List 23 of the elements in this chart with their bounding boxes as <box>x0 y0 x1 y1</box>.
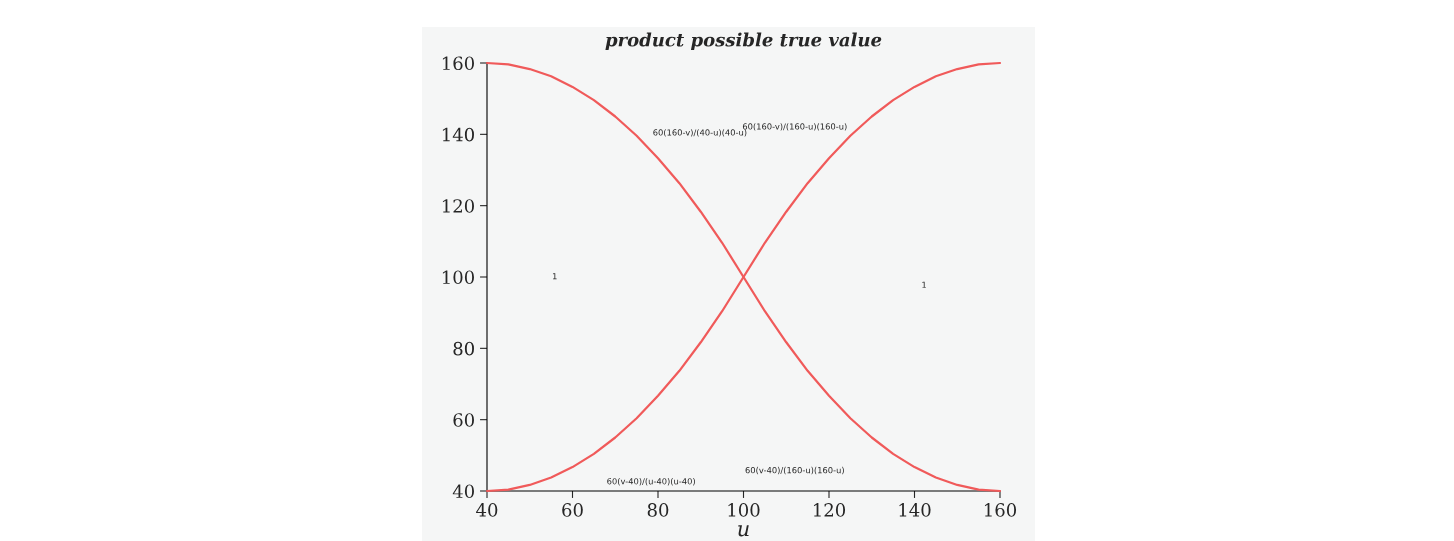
y-tick-label: 100 <box>442 270 474 285</box>
chart-title: product possible true value <box>605 32 882 51</box>
x-tick-label: 160 <box>984 503 1017 517</box>
x-tick-label: 40 <box>476 503 498 517</box>
annotation: 60(v-40)/(u-40)(u-40) <box>607 477 695 486</box>
y-tick-label: 160 <box>442 56 474 71</box>
annotation: 60(160-v)/(40-u)(40-u) <box>653 129 747 137</box>
x-tick-label: 100 <box>728 503 760 517</box>
x-tick-label: 140 <box>899 503 931 517</box>
x-tick-label: 120 <box>813 503 846 517</box>
x-axis-title: u <box>738 525 749 537</box>
annotation: 1 <box>922 281 926 288</box>
y-tick-label: 140 <box>442 127 474 142</box>
annotation: 1 <box>552 273 557 280</box>
y-tick-label: 40 <box>452 484 474 499</box>
x-tick-label: 80 <box>647 503 669 517</box>
y-tick-label: 120 <box>442 199 474 213</box>
annotation: 60(v-40)/(160-u)(160-u) <box>745 466 844 475</box>
line-series <box>485 61 1002 493</box>
y-tick-label: 60 <box>453 413 474 427</box>
annotation: 60(160-v)/(160-u)(160-u) <box>742 123 847 131</box>
x-tick-label: 60 <box>562 503 583 517</box>
y-tick-label: 80 <box>453 341 474 356</box>
